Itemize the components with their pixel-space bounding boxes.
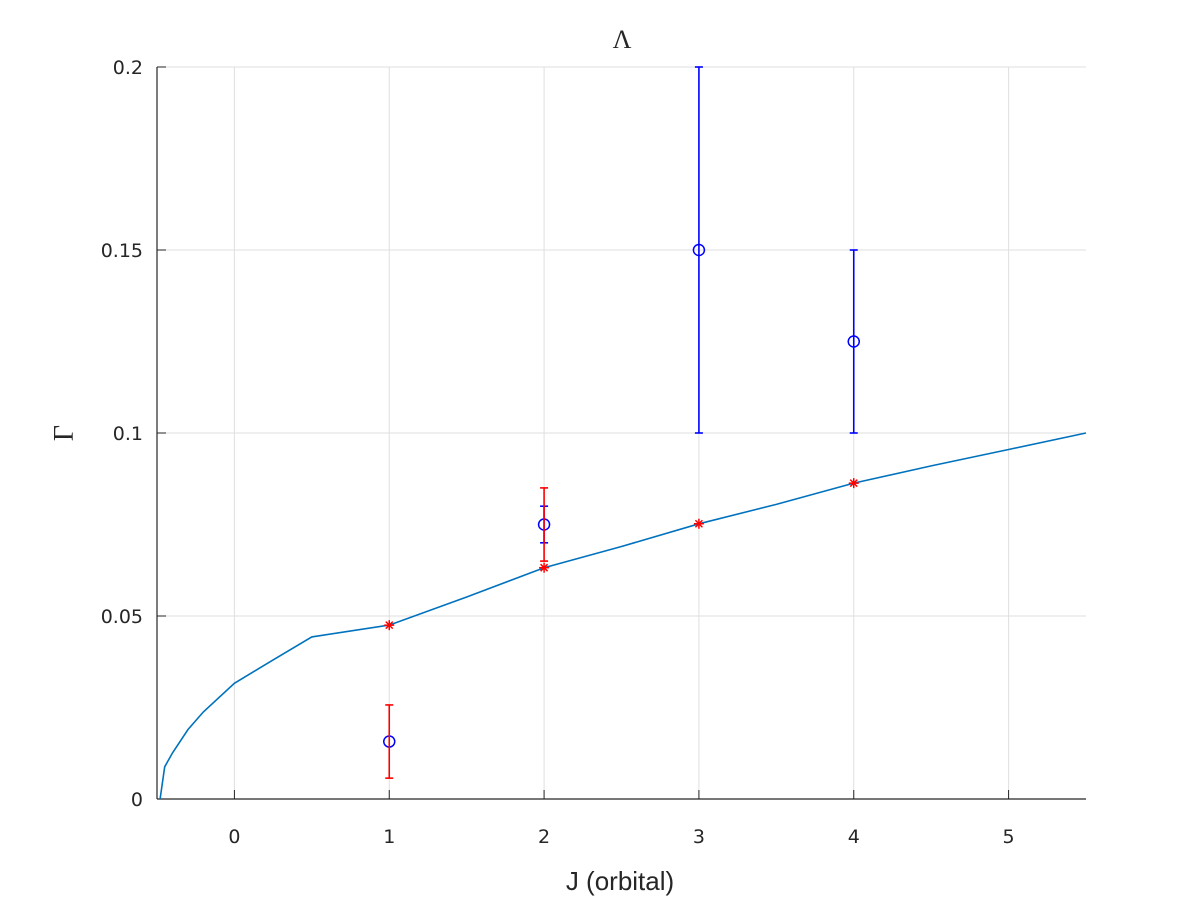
y-tick-label: 0.15 <box>101 240 143 262</box>
series-2 <box>384 478 859 631</box>
data-point-star <box>384 620 395 631</box>
star-stroke <box>694 519 703 528</box>
y-axis-label: Γ <box>49 425 80 441</box>
x-tick-label: 4 <box>848 826 860 848</box>
data-point-circle <box>847 335 860 348</box>
x-tick-label: 2 <box>538 826 550 848</box>
series-3 <box>385 487 549 779</box>
series-1 <box>383 66 860 748</box>
data-point-star <box>539 562 550 573</box>
data-point-star <box>848 478 859 489</box>
chart-title: Λ <box>613 25 632 54</box>
data-point-star <box>693 518 704 529</box>
fit-curve-line <box>159 432 1087 800</box>
grid-layer <box>157 66 1086 800</box>
x-tick-label: 3 <box>693 826 705 848</box>
y-tick-label: 0.1 <box>113 423 143 445</box>
star-stroke <box>540 563 549 572</box>
data-point-circle <box>692 243 706 257</box>
x-tick-label: 5 <box>1003 826 1015 848</box>
star-stroke <box>849 479 858 488</box>
x-tick-label: 1 <box>383 826 395 848</box>
data-layer <box>159 66 1087 800</box>
axes-layer: 0 1 2 3 4 5 0 0.05 0.1 0.15 0.2 <box>101 57 1086 848</box>
y-tick-label: 0.2 <box>113 57 143 79</box>
star-stroke <box>385 621 394 630</box>
y-tick-label: 0.05 <box>101 606 143 628</box>
series-0 <box>159 432 1087 800</box>
x-tick-label: 0 <box>228 826 240 848</box>
y-tick-label: 0 <box>131 789 143 811</box>
x-axis-label: J (orbital) <box>566 866 674 896</box>
